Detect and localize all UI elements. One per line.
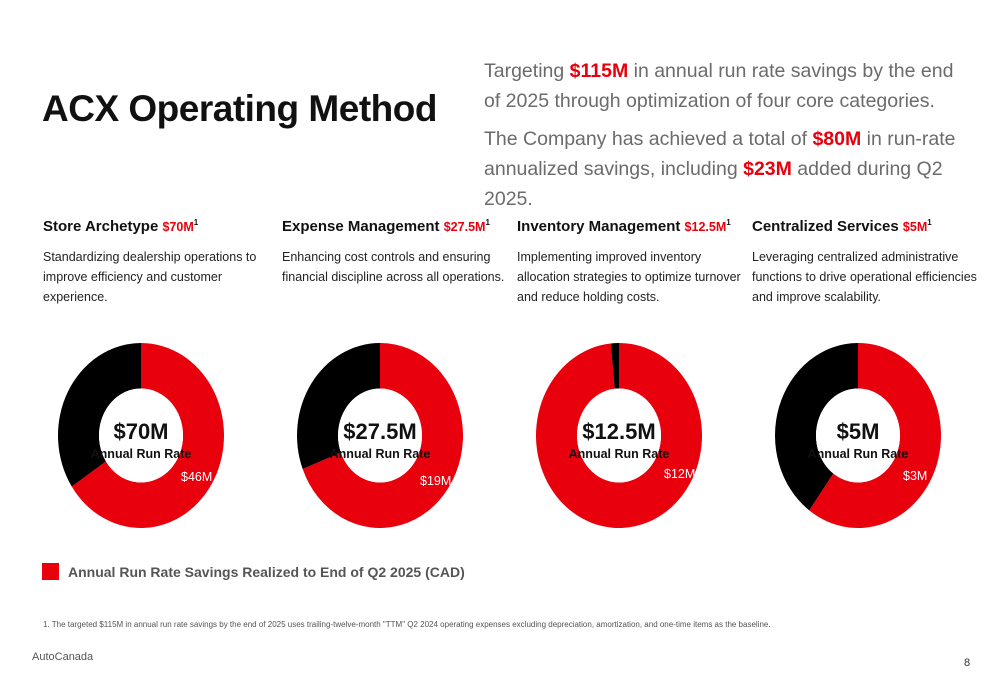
category-heading: Inventory Management $12.5M1 [517, 218, 743, 235]
donut-center-label: Annual Run Rate [329, 447, 431, 461]
intro-text-span: in annual run rate savings by the end of… [484, 60, 954, 112]
page-title: ACX Operating Method [42, 88, 437, 129]
intro-text-span: in run-rate annualized savings, includin… [484, 128, 956, 180]
donut-center-value: $27.5M [343, 419, 417, 444]
category-amount: $5M [902, 220, 928, 234]
realized-value-label: $12M [664, 467, 696, 481]
category-store-archetype: Store Archetype $70M1 Standardizing deal… [43, 218, 269, 307]
footnote: 1. The targeted $115M in annual run rate… [43, 620, 771, 629]
footnote-marker: 1 [726, 218, 731, 227]
footnote-marker: 1 [193, 218, 199, 227]
legend-swatch-realized [42, 563, 59, 580]
donut-segment-remaining [610, 343, 619, 389]
category-name: Inventory Management [517, 218, 681, 235]
intro-text-span: The Company has achieved a total of [484, 128, 813, 150]
category-description: Leveraging centralized administrative fu… [752, 250, 977, 304]
donut-chart-expense-management: $27.5M Annual Run Rate $19M [297, 343, 463, 528]
donut-svg [536, 343, 702, 528]
category-heading: Store Archetype $70M1 [43, 218, 269, 235]
category-amount: $27.5M [443, 220, 486, 234]
donut-segment-realized [71, 343, 224, 528]
category-name: Store Archetype [43, 218, 159, 235]
target-amount: $115M [569, 60, 629, 82]
donut-svg [58, 343, 224, 528]
donut-hole [338, 388, 422, 483]
donut-chart-inventory-management: $12.5M Annual Run Rate $12M [536, 343, 702, 528]
category-heading: Expense Management $27.5M1 [282, 218, 508, 235]
intro-text-span: Targeting [484, 60, 570, 82]
donut-segment-remaining [775, 343, 858, 511]
donut-svg [297, 343, 463, 528]
q2-added-amount: $23M [743, 158, 792, 180]
donut-center-value: $70M [113, 419, 169, 444]
legend-label: Annual Run Rate Savings Realized to End … [68, 563, 465, 580]
chart-legend: Annual Run Rate Savings Realized to End … [42, 563, 465, 580]
donut-center-label: Annual Run Rate [90, 447, 192, 461]
category-inventory-management: Inventory Management $12.5M1 Implementin… [517, 218, 743, 307]
category-name: Centralized Services [752, 218, 899, 235]
donut-hole [816, 388, 900, 483]
achieved-amount: $80M [812, 128, 862, 150]
category-expense-management: Expense Management $27.5M1 Enhancing cos… [282, 218, 508, 287]
donut-segment-remaining [58, 343, 141, 487]
category-centralized-services: Centralized Services $5M1 Leveraging cen… [752, 218, 978, 307]
donut-segment-remaining [297, 343, 380, 470]
donut-center-value: $12.5M [582, 419, 656, 444]
footnote-marker: 1 [485, 218, 490, 227]
realized-value-label: $46M [181, 470, 213, 484]
intro-paragraph-target: Targeting $115M in annual run rate savin… [484, 56, 964, 116]
donut-center-label: Annual Run Rate [807, 447, 909, 461]
donut-segment-realized [809, 343, 941, 528]
category-description: Implementing improved inventory allocati… [517, 250, 741, 304]
intro-text-span: added during Q2 2025. [484, 158, 943, 210]
category-heading: Centralized Services $5M1 [752, 218, 978, 235]
footnote-marker: 1 [927, 218, 932, 227]
category-amount: $70M [162, 220, 194, 234]
intro-paragraph-achieved: The Company has achieved a total of $80M… [484, 124, 964, 214]
donut-center-value: $5M [836, 419, 880, 444]
category-description: Enhancing cost controls and ensuring fin… [282, 250, 505, 284]
intro-text: Targeting $115M in annual run rate savin… [484, 56, 964, 222]
realized-value-label: $3M [903, 469, 928, 483]
donut-segment-realized [536, 343, 702, 528]
donut-hole [99, 388, 183, 483]
page-number: 8 [964, 657, 971, 669]
donut-hole [577, 388, 661, 483]
donut-center-label: Annual Run Rate [568, 447, 670, 461]
category-description: Standardizing dealership operations to i… [43, 250, 257, 304]
donut-segment-realized [302, 343, 463, 528]
category-amount: $12.5M [684, 220, 727, 234]
donut-chart-centralized-services: $5M Annual Run Rate $3M [775, 343, 941, 528]
donut-chart-store-archetype: $70M Annual Run Rate $46M [58, 343, 224, 528]
donut-svg [775, 343, 941, 528]
category-name: Expense Management [282, 218, 440, 235]
realized-value-label: $19M [420, 474, 452, 488]
footer-brand: AutoCanada [32, 651, 94, 663]
